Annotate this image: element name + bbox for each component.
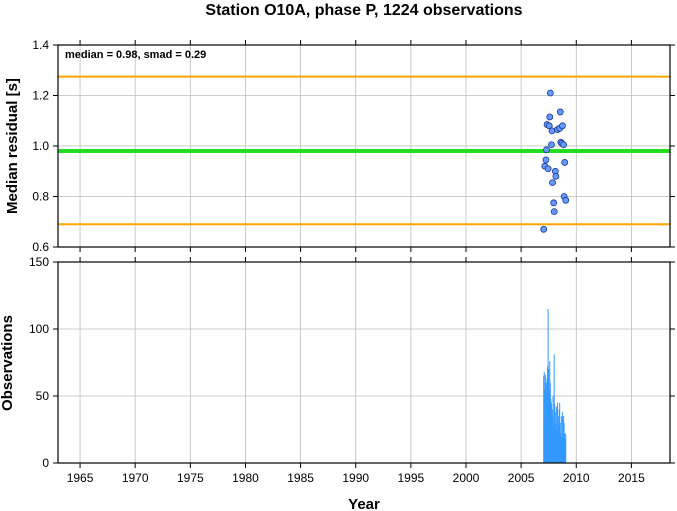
observation-bar xyxy=(549,361,551,463)
residual-point xyxy=(550,208,558,216)
residual-point xyxy=(540,225,548,233)
residual-frame xyxy=(57,44,671,248)
observation-bar xyxy=(559,422,561,463)
residual-point xyxy=(542,156,550,164)
observation-bar xyxy=(547,366,549,463)
x-tick-label: 2005 xyxy=(508,471,535,485)
observation-bar xyxy=(552,396,554,463)
observation-bar xyxy=(553,425,555,463)
observation-bar xyxy=(556,402,558,463)
observations-y-tick-label: 0 xyxy=(42,456,49,470)
residual-point xyxy=(545,122,553,130)
stats-annotation: median = 0.98, smad = 0.29 xyxy=(65,49,206,61)
observations-panel: 0 50 100 150 1965 1970 1975 1980 1985 1990 1995 200… xyxy=(29,255,675,485)
residual-point xyxy=(546,113,554,121)
observation-bar xyxy=(543,371,545,463)
residual-point xyxy=(559,122,566,130)
x-tick-label: 1975 xyxy=(177,471,204,485)
observation-bar xyxy=(551,409,553,463)
residual-point xyxy=(550,199,558,207)
observation-bar xyxy=(545,382,547,463)
observations-frame xyxy=(57,261,671,464)
x-tick-label: 2000 xyxy=(453,471,480,485)
observation-bar xyxy=(560,433,562,463)
observation-bar xyxy=(554,412,556,463)
chart-title: Station O10A, phase P, 1224 observations xyxy=(205,2,522,19)
residual-y-tick-label: 0.8 xyxy=(32,190,49,204)
residual-point xyxy=(546,89,554,97)
x-tick-label: 2015 xyxy=(618,471,645,485)
observations-y-tick-label: 100 xyxy=(29,322,49,336)
observation-bar xyxy=(554,404,556,463)
residual-y-axis-label: Median residual [s] xyxy=(4,78,21,214)
observation-bar xyxy=(546,378,548,463)
observation-bar xyxy=(544,389,546,463)
observations-y-tick-label: 150 xyxy=(29,255,49,269)
observation-bar xyxy=(560,416,562,463)
residual-point xyxy=(549,179,556,187)
residual-point xyxy=(548,127,556,135)
observation-bar xyxy=(561,436,563,463)
observation-bar xyxy=(563,422,565,463)
x-tick-label: 1985 xyxy=(287,471,314,485)
observation-bar xyxy=(557,416,559,463)
observation-bar xyxy=(544,374,546,463)
observation-bar xyxy=(549,382,551,463)
observation-bar xyxy=(545,393,547,463)
residual-panel: 0.6 0.8 1.0 1.2 1.4 median = 0.98, smad = 0.2… xyxy=(32,38,675,254)
observations-y-axis-label: Observations xyxy=(0,315,16,411)
observation-bar xyxy=(558,409,560,463)
residual-y-tick-label: 1.2 xyxy=(32,89,49,103)
x-tick-label: 2010 xyxy=(563,471,590,485)
observation-bar xyxy=(558,425,560,463)
x-tick-label: 1965 xyxy=(67,471,94,485)
observation-bar xyxy=(561,412,563,463)
observation-bar xyxy=(559,402,561,463)
residual-y-tick-label: 1.0 xyxy=(32,139,49,153)
residual-point xyxy=(561,159,569,166)
observation-bar xyxy=(552,416,554,463)
x-tick-label: 1970 xyxy=(122,471,149,485)
residual-point xyxy=(556,108,564,116)
observation-bar xyxy=(562,438,564,463)
observation-bar xyxy=(565,433,567,463)
observation-bar xyxy=(548,369,550,463)
observations-y-tick-label: 50 xyxy=(36,389,50,403)
observation-bar xyxy=(543,375,545,463)
observation-bar xyxy=(547,308,549,463)
observation-bar xyxy=(550,398,552,463)
x-tick-label: 1995 xyxy=(398,471,425,485)
observation-bar xyxy=(564,433,566,463)
x-tick-label: 1990 xyxy=(342,471,369,485)
x-tick-label: 1980 xyxy=(232,471,259,485)
observation-bar xyxy=(553,354,555,463)
residual-point xyxy=(543,146,550,154)
residual-point xyxy=(552,172,560,180)
observation-bar xyxy=(550,402,552,463)
residual-y-tick-label: 0.6 xyxy=(32,240,49,254)
residual-y-tick-label: 1.4 xyxy=(32,38,49,52)
observation-bar xyxy=(556,429,558,463)
observation-bar xyxy=(563,416,565,463)
observation-bar xyxy=(548,389,550,463)
observation-bar xyxy=(555,422,557,463)
residual-point xyxy=(544,165,552,173)
residual-point xyxy=(560,141,567,149)
residual-point xyxy=(562,196,570,204)
observation-bar xyxy=(564,438,566,463)
residual-point xyxy=(548,141,555,149)
x-axis-label: Year xyxy=(348,496,380,511)
observation-bar xyxy=(555,406,557,463)
